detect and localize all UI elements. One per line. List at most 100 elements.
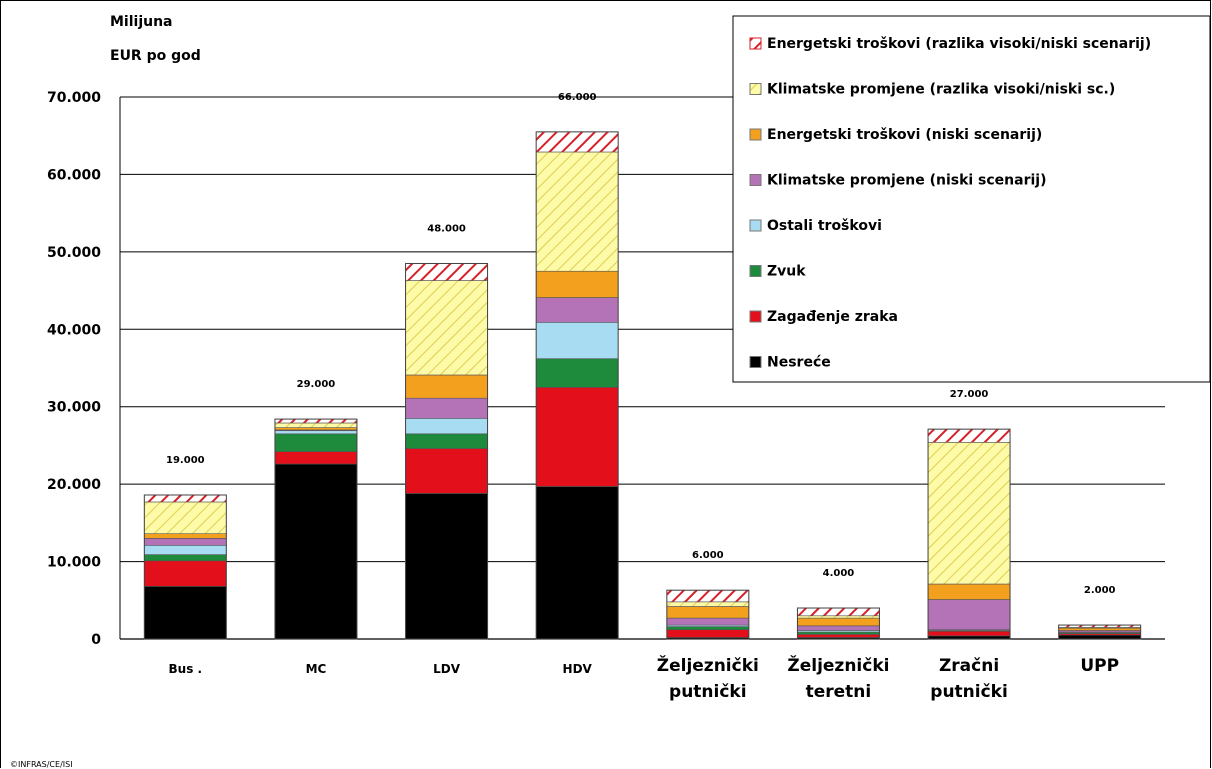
x-tick-label-line: UPP: [1080, 656, 1119, 676]
bar-total-label: 2.000: [1084, 585, 1116, 596]
bar-segment: [144, 538, 227, 546]
bar-segment: [666, 589, 750, 603]
bar-segment: [927, 583, 1011, 600]
bar-segment: [927, 599, 1011, 631]
x-tick-label-line: Bus .: [169, 662, 203, 676]
x-tick-label-line: LDV: [433, 662, 461, 676]
bar-stack: [796, 607, 880, 640]
bar-segment: [405, 493, 488, 640]
bar-segment: [405, 280, 488, 376]
bar-segment: [535, 486, 619, 640]
y-tick-label: 10.000: [47, 555, 101, 571]
bar-segment: [1058, 634, 1141, 640]
bar-segment: [535, 358, 619, 388]
legend-box: [732, 15, 1211, 383]
bar-outline: [927, 428, 1011, 640]
bar-stack: [927, 428, 1011, 640]
bar-stack: [274, 418, 358, 640]
bar-outline: [1058, 624, 1142, 640]
bar-total-label: 6.000: [692, 550, 724, 561]
bar-total-label: 29.000: [297, 379, 336, 390]
bar-segment: [797, 625, 880, 631]
x-tick-label-line: Zračni: [939, 656, 999, 676]
x-tick-label: UPP: [1080, 656, 1119, 676]
x-axis-ticks: Bus . MC LDV HDV Željeznički putničkiŽeljezni…: [169, 654, 1120, 702]
bar-segment: [405, 263, 488, 281]
x-tick-label-line: Željeznički: [657, 654, 759, 676]
y-tick-label: 60.000: [47, 167, 101, 183]
bar-total-label: 27.000: [950, 389, 989, 400]
x-tick-label-line: HDV: [563, 662, 593, 676]
bar-stack: [405, 262, 489, 640]
bar-segment: [535, 131, 619, 153]
x-tick-label: HDV: [563, 662, 593, 676]
bar-segment: [797, 615, 880, 619]
bar-segment: [274, 433, 358, 452]
x-tick-label: Zračni putnički: [930, 656, 1008, 702]
bar-segment: [274, 451, 358, 465]
x-tick-label-line: putnički: [669, 682, 747, 702]
bar-outline: [405, 262, 489, 640]
x-tick-label-line: MC: [306, 662, 327, 676]
bar-total-label: 48.000: [427, 223, 466, 234]
y-axis-title-line-1: Milijuna: [110, 14, 173, 30]
bar-segment: [666, 626, 750, 631]
source-credit: ©INFRAS/CE/ISI: [10, 760, 73, 769]
legend-swatch: [749, 356, 762, 368]
bar-totals: 19.000 29.000 48.000 66.000 6.000 4.000 27.000…: [166, 92, 1116, 596]
legend-swatch: [749, 310, 762, 323]
legend-swatch: [749, 83, 762, 95]
bar-total-label: 66.000: [558, 92, 597, 103]
bar-segment: [274, 422, 358, 428]
bar-segment: [144, 586, 227, 640]
legend-label: Energetski troškovi (niski scenarij): [767, 127, 1042, 143]
x-tick-label-line: putnički: [930, 682, 1008, 702]
bar-segment: [274, 418, 358, 424]
bar-segment: [274, 427, 358, 431]
bar-segment: [535, 387, 619, 487]
bar-outline: [535, 131, 619, 640]
y-tick-label: 40.000: [47, 322, 101, 338]
bar-stack: [666, 589, 750, 640]
legend-swatch: [749, 128, 762, 141]
y-axis-title-line-2: EUR po god: [110, 48, 201, 64]
bar-segment: [666, 617, 750, 626]
x-tick-label: Željeznički teretni: [787, 654, 889, 702]
y-tick-label: 30.000: [47, 400, 101, 416]
bar-outline: [143, 494, 227, 640]
legend-swatch: [749, 37, 762, 50]
bar-outline: [796, 607, 880, 640]
legend-swatch: [749, 219, 762, 232]
x-tick-label: Željeznički putnički: [657, 654, 759, 702]
bars: [143, 131, 1142, 640]
bar-stack: [535, 131, 619, 640]
legend-label: Zvuk: [767, 264, 806, 280]
x-tick-label: MC: [306, 662, 327, 676]
bar-segment: [405, 418, 488, 435]
bar-segment: [144, 501, 227, 534]
bar-segment: [405, 433, 488, 449]
bar-segment: [535, 270, 619, 298]
bar-segment: [927, 442, 1011, 585]
bar-segment: [927, 428, 1011, 443]
bar-segment: [274, 430, 358, 435]
legend-label: Klimatske promjene (razlika visoki/niski…: [767, 82, 1115, 98]
bar-outline: [274, 418, 358, 640]
y-tick-label: 0: [91, 632, 101, 648]
y-tick-label: 20.000: [47, 477, 101, 493]
bar-total-label: 4.000: [823, 568, 855, 579]
legend-swatch: [749, 174, 762, 186]
bar-segment: [535, 151, 619, 272]
legend-label: Klimatske promjene (niski scenarij): [767, 173, 1047, 189]
y-tick-label: 50.000: [47, 245, 101, 261]
bar-segment: [797, 631, 880, 635]
bar-segment: [927, 630, 1011, 637]
legend-label: Zagađenje zraka: [767, 309, 898, 325]
bar-segment: [1058, 627, 1141, 631]
bar-stack: [143, 494, 227, 640]
bar-segment: [405, 397, 488, 419]
y-tick-label: 70.000: [47, 90, 101, 106]
x-tick-label-line: teretni: [806, 682, 872, 702]
